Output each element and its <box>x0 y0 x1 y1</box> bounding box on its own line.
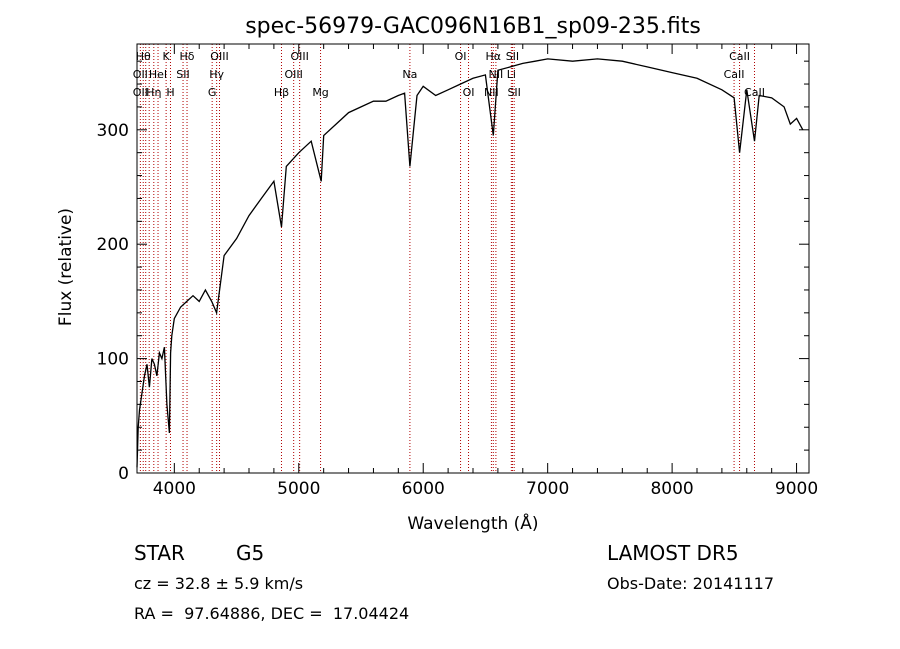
spectral-line-label: SII <box>507 86 520 99</box>
y-tick-label: 300 <box>97 121 129 141</box>
x-tick-label: 9000 <box>775 479 818 499</box>
observation-date: Obs-Date: 20141117 <box>607 574 775 593</box>
spectral-line-label: SII <box>176 68 189 81</box>
spectral-line-label: Li <box>507 68 516 81</box>
x-tick-label: 7000 <box>526 479 569 499</box>
survey-name: LAMOST DR5 <box>607 541 739 565</box>
spectral-line-label: Hβ <box>274 86 289 99</box>
spectral-line-label: Hδ <box>180 50 195 63</box>
x-axis-label: Wavelength (Å) <box>407 512 538 534</box>
x-axis: 4000 5000 6000 7000 8000 9000 <box>153 44 818 499</box>
y-tick-label: 0 <box>118 464 129 484</box>
spectral-line-label: OIII <box>290 50 308 63</box>
spectral-line-label: OII <box>133 68 148 81</box>
object-class: STAR <box>134 541 185 565</box>
spectral-line-label: OIII <box>284 68 302 81</box>
x-tick-label: 5000 <box>277 479 320 499</box>
spectral-line-label: Mg <box>312 86 328 99</box>
spectral-line-label: NII <box>489 68 504 81</box>
spectral-line-label: Na <box>402 68 417 81</box>
spectral-line-label: CaII <box>724 68 745 81</box>
spectral-line-label: K <box>163 50 171 63</box>
spectral-line-label: H <box>166 86 174 99</box>
spectral-line-label: Hθ <box>136 50 151 63</box>
plot-frame <box>136 43 810 474</box>
spectral-line-labels: Hθ K Hδ OIII OIII OI Hα SII CaII OII HeI SII Hγ OIII N… <box>133 50 765 99</box>
y-axis: 0 100 200 300 <box>97 60 809 484</box>
spectral-line-label: Hη <box>146 86 161 99</box>
spectral-line-label: G <box>208 86 217 99</box>
spectral-line-label: CaII <box>729 50 750 63</box>
spectral-line-label: OI <box>463 86 475 99</box>
spectral-line-markers <box>139 44 755 473</box>
y-axis-label: Flux (relative) <box>56 208 76 326</box>
x-tick-label: 6000 <box>402 479 445 499</box>
redshift-velocity: cz = 32.8 ± 5.9 km/s <box>134 574 304 593</box>
spectrum-line <box>136 58 804 468</box>
spectral-line-label: OIII <box>210 50 228 63</box>
spectral-line-label: SII <box>506 50 519 63</box>
object-subclass: G5 <box>236 541 265 565</box>
chart-title: spec-56979-GAC096N16B1_sp09-235.fits <box>245 14 701 39</box>
x-tick-label: 8000 <box>650 479 693 499</box>
coordinates: RA = 97.64886, DEC = 17.04424 <box>134 604 410 623</box>
y-tick-label: 200 <box>97 235 129 255</box>
spectral-line-label: OI <box>455 50 467 63</box>
spectral-line-label: Hα <box>486 50 502 63</box>
spectral-line-label: Hγ <box>209 68 224 81</box>
x-tick-label: 4000 <box>153 479 196 499</box>
y-tick-label: 100 <box>97 350 129 370</box>
spectral-line-label: HeI <box>149 68 167 81</box>
